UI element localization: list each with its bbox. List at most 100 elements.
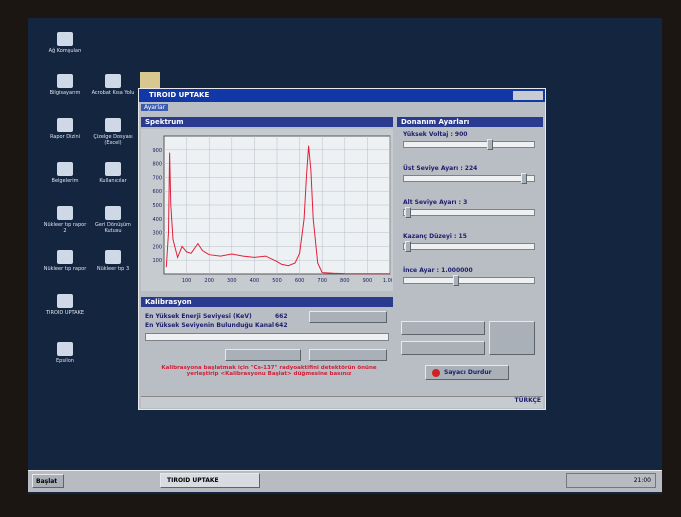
icon-image (105, 118, 121, 132)
icon-label: TIROID UPTAKE (46, 310, 84, 316)
slider-thumb[interactable] (405, 241, 411, 252)
icon-image (57, 32, 73, 46)
icon-label: Acrobat Kısa Yolu (92, 90, 135, 96)
y-tick-label: 300 (152, 231, 162, 237)
icon-label: Çizelge Dosyası (Excel) (93, 134, 132, 146)
x-tick-label: 800 (340, 278, 350, 284)
desktop-icon[interactable]: Nükleer tıp rapor 2 (42, 206, 88, 234)
setting-label: İnce Ayar : 1.000000 (403, 267, 473, 274)
calibration-label: En Yüksek Seviyenin Bulunduğu Kanal (145, 322, 274, 329)
y-tick-label: 800 (152, 162, 162, 168)
icon-image (57, 342, 73, 356)
desktop-icon[interactable]: Nükleer tıp rapor (42, 250, 88, 272)
slider-thumb[interactable] (487, 139, 493, 150)
desktop-icon[interactable]: Geri Dönüşüm Kutusu (90, 206, 136, 234)
button[interactable] (401, 341, 485, 355)
stop-icon (432, 369, 440, 377)
icon-label: Rapor Dizini (50, 134, 80, 140)
icon-image (105, 250, 121, 264)
menu-item[interactable]: Ayarlar (141, 104, 168, 111)
icon-image (57, 74, 73, 88)
icon-image (57, 250, 73, 264)
icon-label: Nükleer tıp rapor (44, 266, 87, 272)
language-status: TÜRKÇE (515, 397, 541, 404)
panel-header: Kalibrasyon (141, 297, 393, 307)
icon-label: Bilgisayarım (50, 90, 81, 96)
slider-thumb[interactable] (405, 207, 411, 218)
icon-label: Epsilon (56, 358, 74, 364)
icon-image (105, 206, 121, 220)
button[interactable] (489, 321, 535, 355)
icon-image (105, 162, 121, 176)
y-tick-label: 900 (152, 148, 162, 154)
desktop-icon[interactable]: Kullanıcılar (90, 162, 136, 184)
icon-image (105, 74, 121, 88)
x-tick-label: 700 (317, 278, 327, 284)
setting-label: Üst Seviye Ayarı : 224 (403, 165, 477, 172)
x-tick-label: 300 (227, 278, 237, 284)
desktop-icon[interactable]: Acrobat Kısa Yolu (90, 74, 136, 96)
button[interactable] (309, 311, 387, 323)
task-button[interactable]: TIROID UPTAKE (160, 473, 260, 488)
slider-track[interactable] (403, 175, 535, 182)
desktop-icon[interactable]: Çizelge Dosyası (Excel) (90, 118, 136, 146)
icon-label: Nükleer tıp 3 (97, 266, 129, 272)
icon-label: Geri Dönüşüm Kutusu (95, 222, 131, 234)
y-tick-label: 400 (152, 217, 162, 223)
y-tick-label: 600 (152, 189, 162, 195)
y-tick-label: 200 (152, 244, 162, 250)
x-tick-label: 1.000 (383, 278, 392, 284)
x-tick-label: 500 (272, 278, 282, 284)
calibration-label: En Yüksek Enerji Seviyesi (KeV) (145, 313, 252, 320)
desktop-icon[interactable]: Belgelerim (42, 162, 88, 184)
panel-header: Spektrum (141, 117, 393, 127)
clock: 21:00 (566, 473, 656, 488)
icon-label: Belgelerim (52, 178, 79, 184)
x-tick-label: 900 (363, 278, 373, 284)
status-bar (141, 396, 543, 408)
stop-label: Sayacı Durdur (444, 369, 492, 376)
x-tick-label: 200 (204, 278, 214, 284)
icon-label: Ağ Komşuları (49, 48, 82, 54)
page: Ağ Komşuları Bilgisayarım Acrobat Kısa Yol… (0, 0, 681, 517)
desktop-icon[interactable]: Epsilon (42, 342, 88, 364)
panel-header: Donanım Ayarları (397, 117, 543, 127)
setting-label: Kazanç Düzeyi : 15 (403, 233, 467, 240)
slider-track[interactable] (403, 209, 535, 216)
desktop-icon[interactable]: Rapor Dizini (42, 118, 88, 140)
desktop-icon[interactable]: TIROID UPTAKE (42, 294, 88, 316)
instruction: Kalibrasyona başlatmak için "Cs-137" rad… (151, 365, 387, 377)
desktop-icon[interactable]: Bilgisayarım (42, 74, 88, 96)
x-tick-label: 100 (182, 278, 192, 284)
y-tick-label: 100 (152, 258, 162, 264)
start-button[interactable]: Başlat (32, 474, 64, 488)
progress-bar (145, 333, 389, 341)
icon-image (57, 206, 73, 220)
icon-image (57, 162, 73, 176)
slider-track[interactable] (403, 277, 535, 284)
stop-button[interactable]: Sayacı Durdur (425, 365, 509, 380)
icon-image (57, 118, 73, 132)
desktop-icon[interactable]: Ağ Komşuları (42, 32, 88, 54)
calibration-value: 662 (275, 313, 288, 320)
setting-label: Yüksek Voltaj : 900 (403, 131, 467, 138)
window-controls[interactable] (513, 91, 543, 100)
slider-thumb[interactable] (453, 275, 459, 286)
button[interactable] (401, 321, 485, 335)
setting-label: Alt Seviye Ayarı : 3 (403, 199, 467, 206)
slider-thumb[interactable] (521, 173, 527, 184)
window-title: TIROID UPTAKE (149, 91, 209, 99)
desktop-icon[interactable]: Nükleer tıp 3 (90, 250, 136, 272)
slider-track[interactable] (403, 141, 535, 148)
y-tick-label: 700 (152, 175, 162, 181)
folder-icon (140, 72, 160, 88)
button[interactable] (309, 349, 387, 361)
icon-label: Kullanıcılar (99, 178, 126, 184)
x-tick-label: 600 (295, 278, 305, 284)
button[interactable] (225, 349, 301, 361)
icon-label: Nükleer tıp rapor 2 (44, 222, 87, 234)
slider-track[interactable] (403, 243, 535, 250)
y-tick-label: 500 (152, 203, 162, 209)
